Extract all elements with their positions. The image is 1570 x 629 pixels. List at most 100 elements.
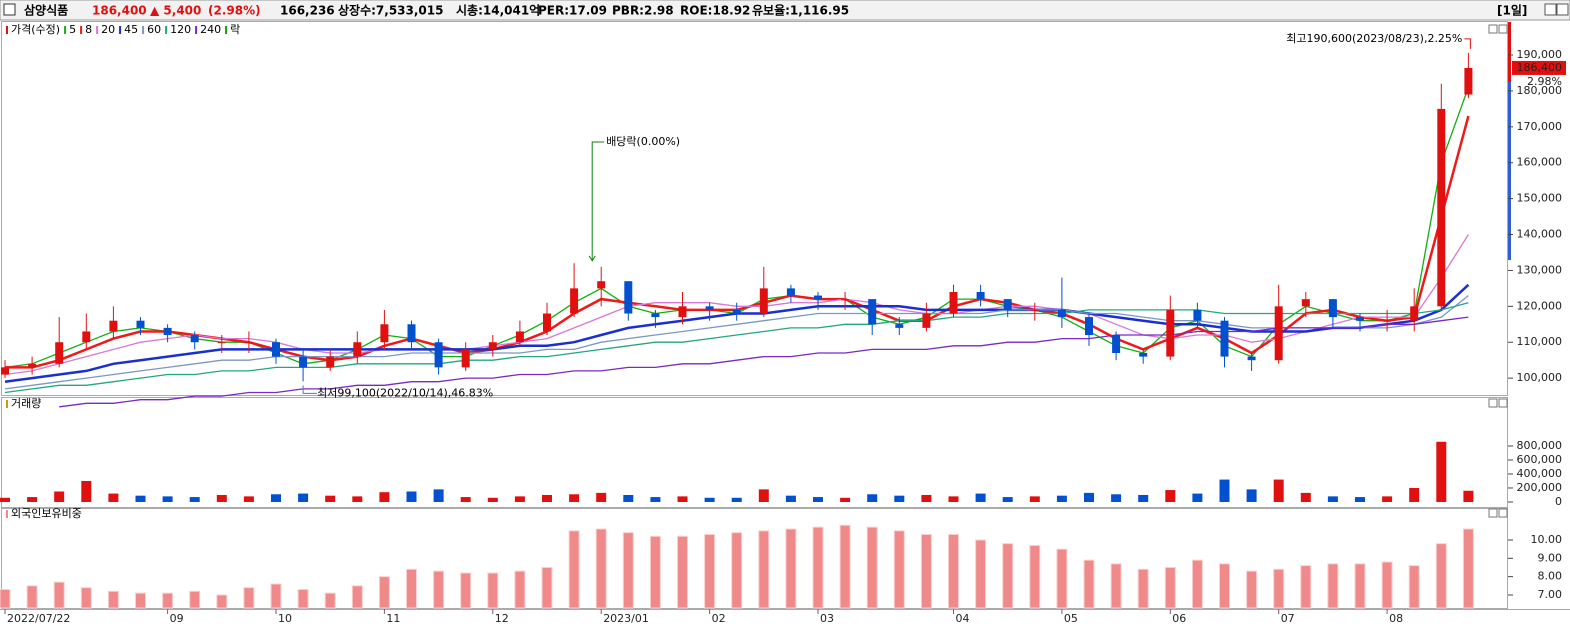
bar <box>107 590 119 609</box>
bar <box>1192 493 1203 502</box>
bar <box>1110 563 1122 609</box>
candle-body <box>1328 299 1337 318</box>
bar <box>514 496 525 502</box>
bar <box>622 532 634 609</box>
candle-body <box>814 295 822 300</box>
candle-body <box>1247 356 1256 361</box>
candle-body <box>434 342 443 368</box>
candle-body <box>1166 309 1175 357</box>
panel-button[interactable] <box>1488 508 1498 518</box>
x-tick-label: 03 <box>820 612 834 625</box>
candle-body <box>28 363 37 368</box>
panel-button[interactable] <box>1488 398 1498 408</box>
period[interactable]: [1일] <box>1497 4 1527 18</box>
y-tick-label: 130,000 <box>1517 263 1563 276</box>
y-tick-label: 100,000 <box>1517 371 1563 384</box>
bar <box>325 495 336 502</box>
bar <box>1381 561 1393 609</box>
bar <box>1462 528 1474 609</box>
bar <box>975 493 986 502</box>
ma-line <box>4 283 1470 383</box>
candle-body <box>1437 108 1446 307</box>
candle-body <box>786 288 795 296</box>
bar <box>108 493 119 502</box>
bar <box>1002 497 1013 502</box>
bar <box>1327 496 1338 502</box>
bar <box>1138 494 1149 502</box>
candle-body <box>597 281 606 289</box>
stock-name: 삼양식품 <box>24 3 68 18</box>
bar <box>352 496 363 502</box>
bar <box>1463 490 1474 502</box>
x-tick-label: 08 <box>1389 612 1403 625</box>
bar <box>406 491 417 502</box>
bar <box>216 494 227 502</box>
candle-body <box>299 356 308 368</box>
candle-body <box>922 313 931 328</box>
bar <box>189 497 200 502</box>
bar <box>135 592 146 609</box>
candle-body <box>1003 299 1012 310</box>
x-tick-label: 02 <box>712 612 726 625</box>
candle-body <box>488 342 497 350</box>
ma-line <box>4 87 1470 369</box>
listed: 상장수:7,533,015 <box>338 3 443 18</box>
legend-swatch <box>80 26 83 34</box>
low-annotation: 최저99,100(2022/10/14),46.83% <box>317 386 493 399</box>
close-button[interactable] <box>1556 3 1569 16</box>
bar <box>1029 496 1040 502</box>
high-arrow <box>1464 38 1471 49</box>
candle-body <box>624 281 633 314</box>
price: 186,400 <box>92 4 147 18</box>
x-tick-label: 05 <box>1064 612 1078 625</box>
bar <box>731 497 742 502</box>
bar <box>948 496 959 502</box>
bar <box>677 496 688 502</box>
panel-button[interactable] <box>1498 508 1508 518</box>
legend-swatch <box>64 26 67 34</box>
legend-label: 락 <box>230 23 240 36</box>
bar <box>595 528 607 609</box>
y-tick-label: 10.00 <box>1531 533 1563 546</box>
bar <box>650 497 661 502</box>
bar <box>813 497 823 502</box>
x-tick-label: 06 <box>1172 612 1186 625</box>
candle-body <box>109 320 118 332</box>
bar <box>54 491 65 502</box>
bar <box>1111 494 1122 502</box>
bar <box>1056 548 1068 609</box>
x-tick-label: 09 <box>170 612 184 625</box>
y-tick-label: 150,000 <box>1517 192 1563 205</box>
x-tick-label: 2022/07/22 <box>7 612 70 625</box>
bar <box>1355 497 1365 502</box>
y-tick-label: 110,000 <box>1517 335 1563 348</box>
candle-body <box>1057 309 1066 318</box>
candle-body <box>353 342 362 357</box>
bar <box>1354 563 1366 609</box>
candle-body <box>461 349 470 368</box>
checkbox[interactable] <box>3 3 16 16</box>
panel-button[interactable] <box>1498 24 1508 34</box>
candle-body <box>326 356 335 368</box>
panel-button[interactable] <box>1488 24 1498 34</box>
bar <box>1436 441 1447 502</box>
bar <box>569 494 580 502</box>
bar <box>487 497 498 502</box>
bar <box>1056 495 1067 502</box>
restore-button[interactable] <box>1544 3 1557 16</box>
y-tick-label: 120,000 <box>1517 299 1563 312</box>
legend-swatch <box>6 510 8 518</box>
scroll-indicator-top <box>1508 22 1511 82</box>
legend-swatch <box>165 26 168 34</box>
bar <box>1219 479 1230 502</box>
bar <box>297 588 309 609</box>
bar <box>758 530 770 609</box>
x-tick-label: 12 <box>495 612 509 625</box>
ma-line <box>5 115 1470 369</box>
price-tag <box>1512 60 1566 75</box>
panel-button[interactable] <box>1498 398 1508 408</box>
legend-label: 8 <box>85 23 92 36</box>
y-tick-label: 140,000 <box>1517 228 1563 241</box>
y-tick-label: 600,000 <box>1517 453 1563 466</box>
